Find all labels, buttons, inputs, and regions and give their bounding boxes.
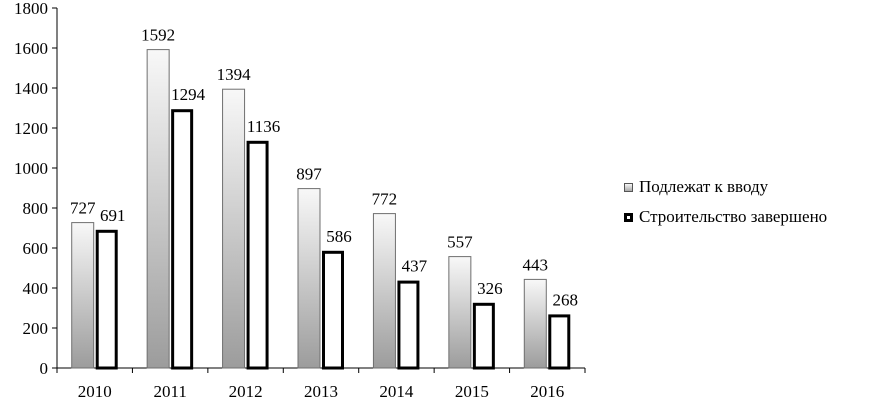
x-tick-label: 2011 [153, 382, 186, 400]
legend-swatch-series-1 [624, 212, 633, 222]
chart-bars [71, 49, 571, 370]
data-label-series-1: 437 [402, 257, 428, 276]
legend-label-series-0: Подлежат к вводу [639, 177, 769, 196]
data-label-series-1: 326 [477, 279, 503, 298]
data-label-series-1: 1136 [247, 117, 280, 136]
bar-series-1 [397, 280, 420, 370]
data-label-series-0: 727 [70, 199, 96, 218]
y-tick-label: 800 [23, 199, 49, 218]
y-tick-label: 1200 [14, 119, 48, 138]
bar-series-0 [448, 256, 472, 369]
y-tick-label: 1000 [14, 159, 48, 178]
legend-item-series-1: Строительство завершено [624, 206, 827, 228]
y-tick-label: 600 [23, 239, 49, 258]
data-label-series-1: 1294 [171, 85, 206, 104]
y-tick-label: 200 [23, 319, 49, 338]
chart-axes: 0 200 400 600 800 1000 1200 1400 1600 1800 2010 201… [14, 0, 586, 400]
y-tick-label: 1800 [14, 0, 48, 18]
x-tick-label: 2016 [530, 382, 564, 400]
data-label-series-0: 897 [296, 165, 322, 184]
data-label-series-0: 443 [523, 255, 549, 274]
data-label-series-0: 1592 [141, 26, 175, 45]
y-tick-label: 0 [40, 359, 49, 378]
x-tick-label: 2012 [229, 382, 263, 400]
data-label-series-1: 691 [100, 206, 126, 225]
bar-series-0 [372, 213, 396, 369]
bar-series-1 [95, 229, 118, 370]
bar-series-0 [297, 188, 321, 369]
x-tick-label: 2015 [455, 382, 489, 400]
bar-series-1 [548, 314, 571, 370]
y-tick-label: 1400 [14, 79, 48, 98]
bar-series-0 [222, 88, 246, 369]
bar-series-0 [523, 278, 547, 369]
chart-legend: Подлежат к вводу Строительство завершено [624, 176, 827, 236]
bar-series-0 [71, 222, 95, 369]
chart-data-labels: 727 691 1592 1294 1394 1136 897 586 772 437 557 326… [70, 26, 578, 310]
bar-series-1 [171, 109, 194, 370]
x-tick-label: 2013 [304, 382, 338, 400]
y-tick-label: 400 [23, 279, 49, 298]
y-tick-label: 1600 [14, 39, 48, 58]
data-label-series-1: 586 [326, 227, 352, 246]
bar-series-1 [472, 302, 495, 370]
data-label-series-0: 1394 [217, 65, 252, 84]
x-tick-label: 2014 [379, 382, 414, 400]
x-tick-label: 2010 [78, 382, 112, 400]
data-label-series-1: 268 [553, 290, 579, 309]
bar-series-1 [322, 250, 344, 370]
bar-series-0 [146, 49, 170, 369]
data-label-series-0: 772 [372, 190, 398, 209]
legend-label-series-1: Строительство завершено [639, 207, 828, 226]
legend-item-series-0: Подлежат к вводу [624, 176, 827, 198]
bar-series-1 [246, 140, 269, 370]
data-label-series-0: 557 [447, 233, 473, 252]
legend-swatch-series-0 [624, 182, 633, 192]
